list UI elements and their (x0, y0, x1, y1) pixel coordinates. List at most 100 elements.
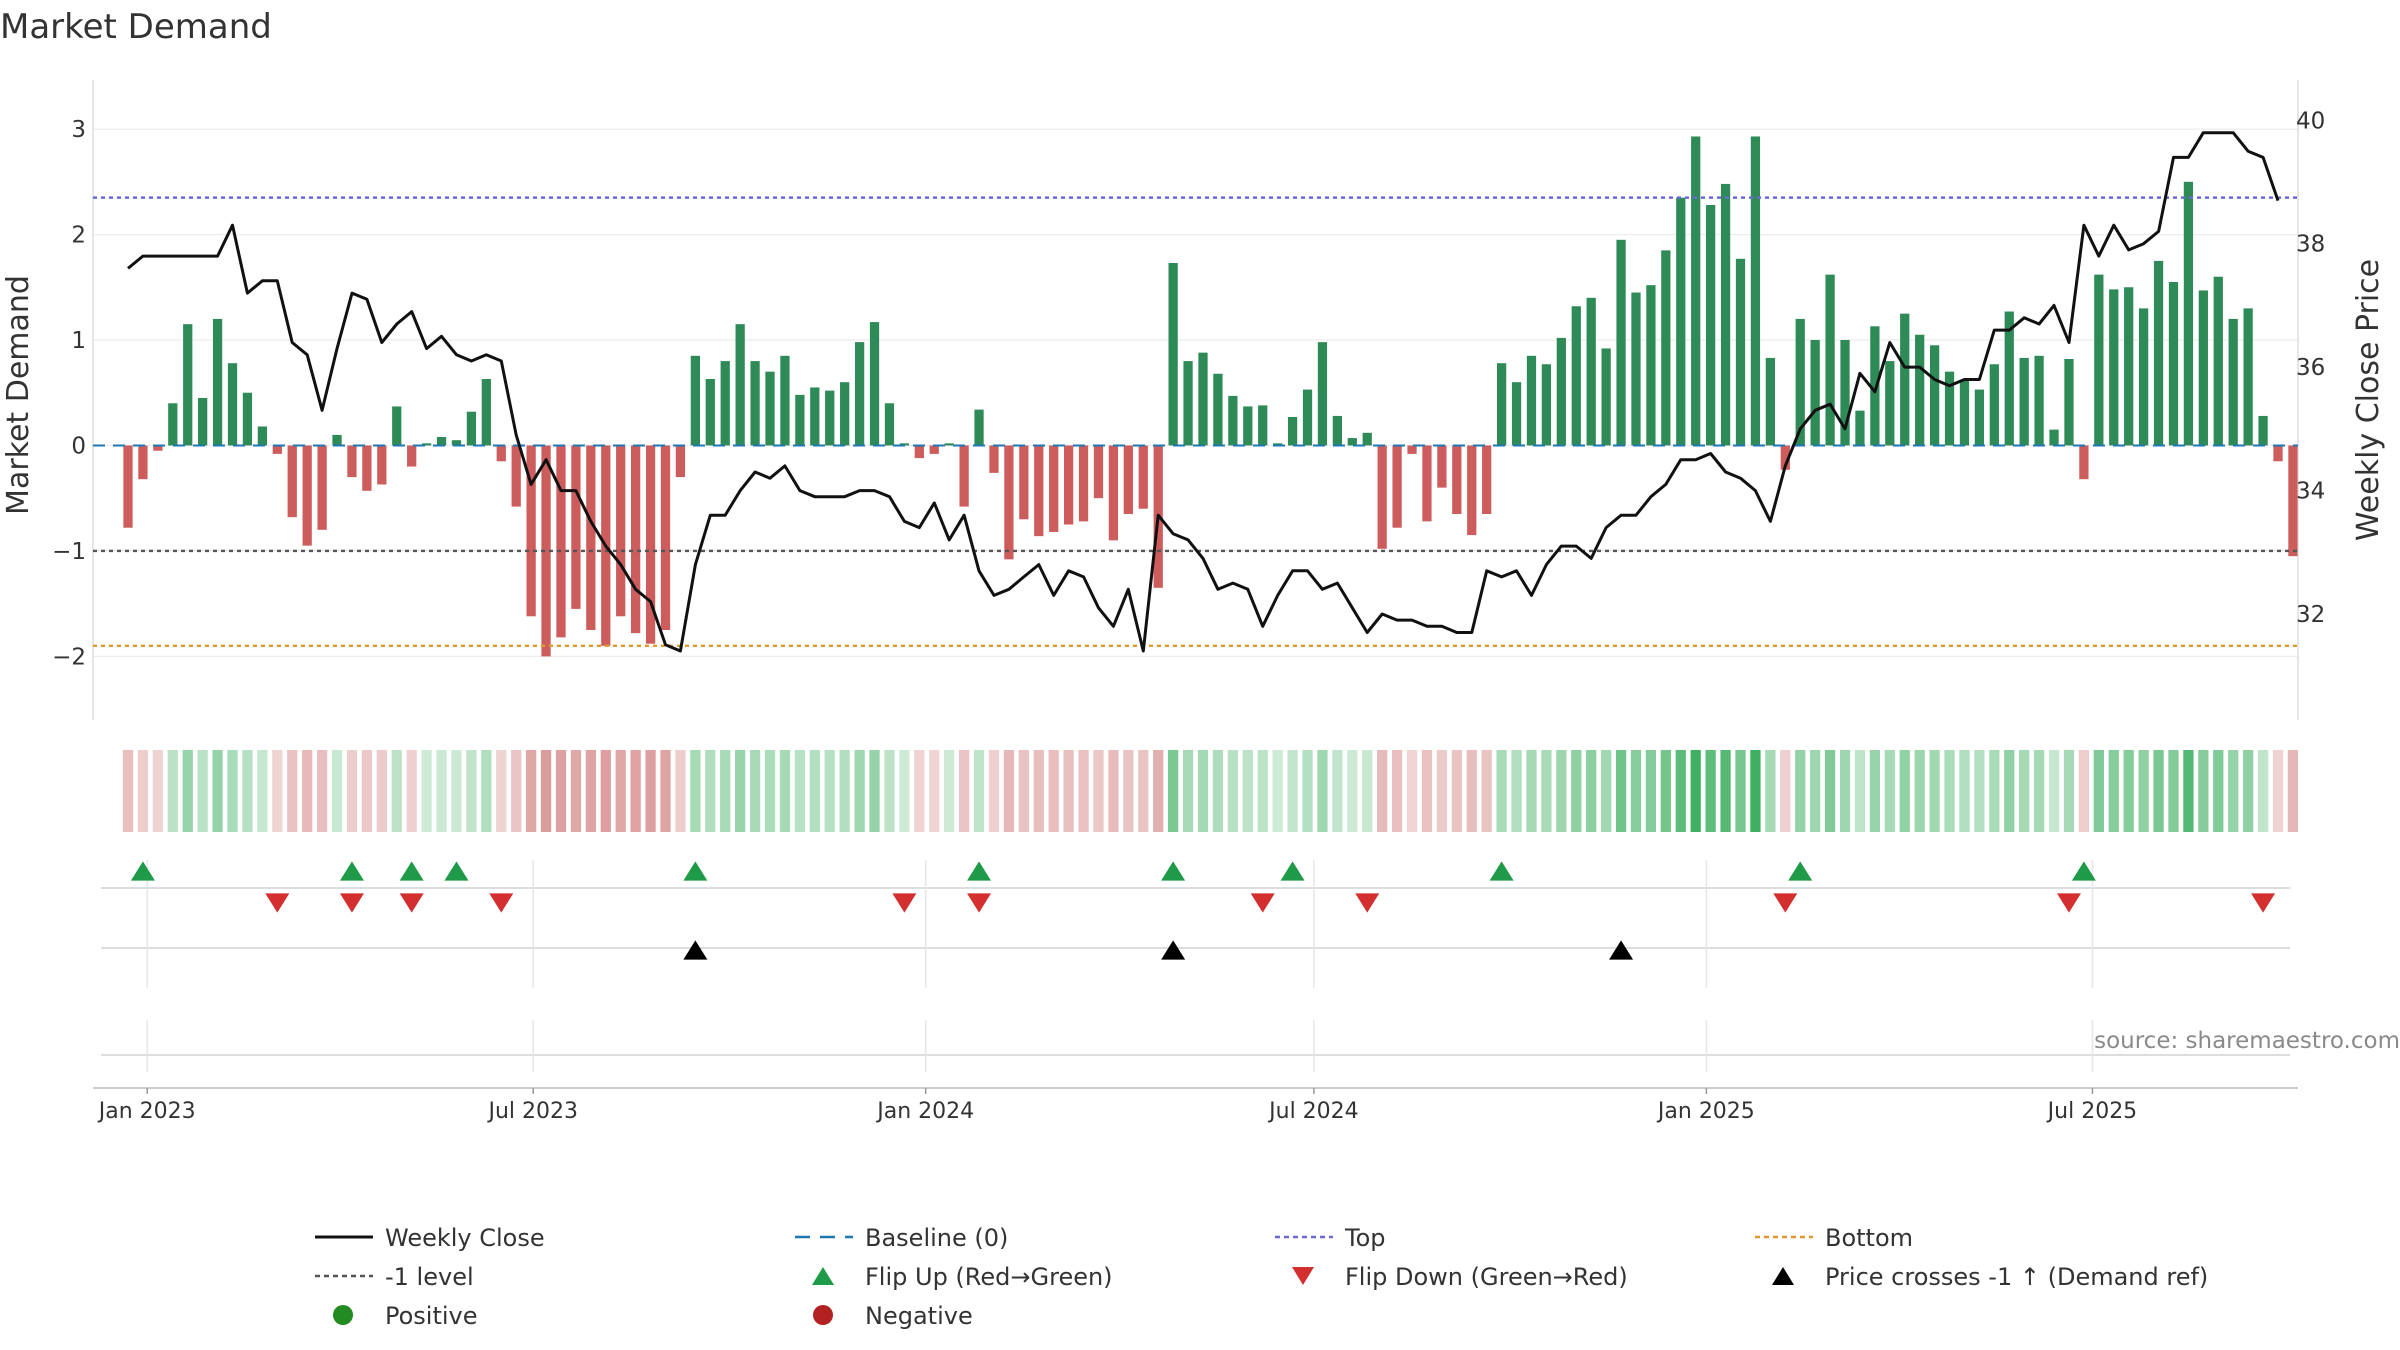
heat-cell (1436, 750, 1448, 832)
legend-label: Negative (865, 1302, 973, 1330)
heat-cell (1630, 750, 1642, 832)
x-tick-label: Jan 2025 (1656, 1099, 1755, 1124)
positive-bar (1198, 352, 1208, 446)
positive-bar (1347, 438, 1357, 446)
axes: −2 −1 0 1 2 3 32 34 36 38 40 (52, 80, 2325, 1089)
positive-bar (257, 426, 268, 446)
flip-up-marker (444, 861, 469, 881)
positive-bar (1810, 340, 1820, 446)
heat-cell (854, 750, 865, 832)
positive-bar (1243, 406, 1253, 446)
positive-bar (1720, 183, 1731, 446)
positive-bar (466, 411, 477, 446)
heat-cell (958, 750, 970, 832)
heat-cell (988, 750, 1000, 832)
heat-cell (2272, 750, 2284, 832)
negative-bar (929, 445, 939, 454)
positive-bar (2049, 429, 2059, 446)
positive-bar (1556, 337, 1566, 446)
positive-bar (869, 322, 880, 446)
heat-cell (645, 750, 656, 832)
legend: Weekly Close Baseline (0) Top Bottom -1 leve… (315, 1224, 2208, 1330)
positive-bar (332, 434, 342, 446)
chart-title: Market Demand (0, 7, 272, 47)
y-tick-label-left: 3 (71, 117, 86, 143)
heat-cell (1959, 750, 1970, 832)
positive-bar (825, 390, 835, 446)
heat-cell (585, 750, 596, 832)
legend-item: Baseline (0) (795, 1224, 1008, 1252)
x-tick-label: Jan 2024 (875, 1099, 974, 1124)
heat-cell (1914, 750, 1925, 832)
negative-bar (1377, 445, 1387, 549)
positive-bar (1765, 357, 1775, 446)
negative-bar (1078, 445, 1089, 522)
heat-cell (1989, 750, 2000, 832)
positive-bar (2258, 415, 2268, 446)
heat-cell (1332, 750, 1343, 832)
negative-bar (645, 445, 656, 644)
reference-lines (93, 196, 2298, 648)
negative-bar (1004, 445, 1014, 560)
heat-cell (600, 750, 611, 832)
heat-cell (1242, 750, 1253, 832)
heat-cell (212, 750, 223, 832)
heat-cell (1854, 750, 1866, 832)
legend-item: Flip Up (Red→Green) (812, 1263, 1113, 1291)
heat-cell (749, 750, 761, 832)
legend-label: Top (1344, 1224, 1386, 1252)
positive-bar (2109, 289, 2119, 446)
heat-cell (2004, 750, 2015, 832)
heat-cell (1645, 750, 1657, 832)
positive-bar (1750, 136, 1761, 446)
heat-cell (1377, 750, 1388, 832)
heat-cell (2243, 750, 2254, 832)
positive-bar (1885, 361, 1895, 446)
heat-cell (2287, 750, 2299, 832)
y-tick-label-left: −2 (52, 644, 86, 670)
heat-cell (137, 750, 149, 832)
heat-cell (1750, 750, 1761, 832)
positive-bar (1616, 239, 1626, 446)
legend-item: Bottom (1755, 1224, 1913, 1252)
heat-cell (1556, 750, 1567, 832)
positive-bar (1496, 363, 1507, 446)
positive-bar (1929, 345, 1940, 446)
heat-cell (361, 750, 373, 832)
positive-bar (1183, 361, 1193, 446)
positive-bar (735, 324, 745, 446)
positive-bar (1691, 136, 1701, 446)
legend-item: Flip Down (Green→Red) (1292, 1263, 1628, 1291)
positive-bar (810, 387, 820, 446)
negative-bar (1422, 445, 1432, 522)
negative-bar (1049, 445, 1059, 532)
heat-cell (1063, 750, 1074, 832)
positive-bar (1989, 364, 1999, 446)
heat-cell (272, 750, 283, 832)
heat-cell (302, 750, 313, 832)
y-tick-label-left: 1 (71, 328, 86, 354)
heat-cell (839, 750, 850, 832)
positive-bar (1273, 443, 1283, 446)
flip-down-marker (399, 893, 424, 913)
negative-bar (287, 445, 297, 518)
positive-bar (1855, 410, 1865, 446)
y-tick-label-right: 38 (2296, 232, 2325, 258)
legend-label: Weekly Close (385, 1224, 545, 1252)
heat-cell (391, 750, 402, 832)
heat-cell (122, 750, 134, 832)
negative-bar (317, 445, 327, 530)
heat-cell (242, 750, 253, 832)
negative-bar (914, 445, 924, 459)
positive-bar (421, 443, 432, 446)
positive-bar (436, 437, 447, 446)
negative-bar (959, 445, 969, 507)
heat-cell (884, 750, 895, 832)
heat-cell (1003, 750, 1015, 832)
negative-bar (526, 445, 536, 617)
flip-up-marker (1788, 861, 1813, 881)
heat-cell (899, 750, 910, 832)
flip-up-marker (683, 861, 708, 881)
flip-down-marker (1773, 893, 1798, 913)
